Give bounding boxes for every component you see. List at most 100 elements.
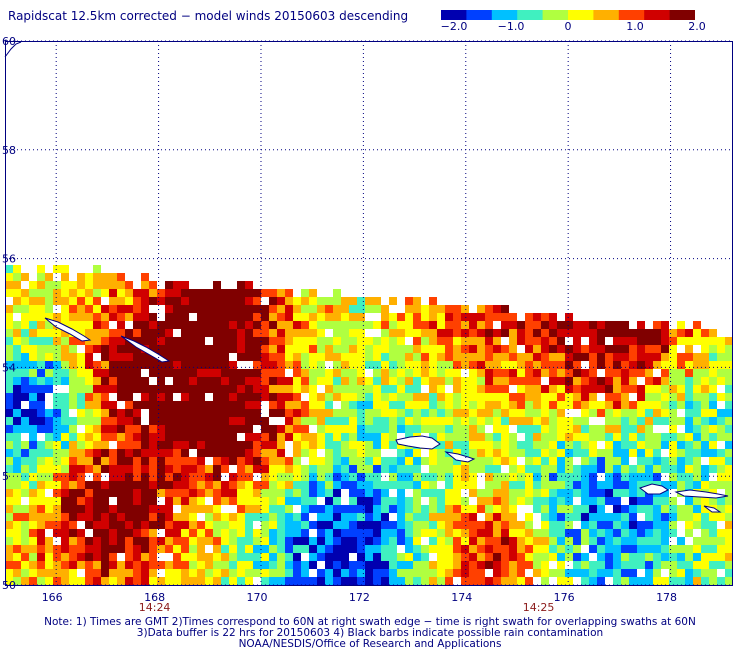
data-cell	[117, 561, 125, 569]
data-cell	[493, 473, 501, 481]
data-cell	[325, 321, 333, 329]
data-cell	[53, 577, 61, 585]
data-cell	[69, 497, 77, 505]
data-cell	[285, 457, 293, 465]
data-cell	[349, 577, 357, 585]
data-cell	[477, 561, 485, 569]
data-cell	[645, 473, 653, 481]
data-cell	[117, 425, 125, 433]
data-cell	[213, 481, 221, 489]
data-cell	[565, 321, 573, 329]
data-cell	[45, 441, 53, 449]
data-cell	[629, 377, 637, 385]
data-cell	[613, 481, 621, 489]
data-cell	[125, 569, 133, 577]
data-cell	[37, 417, 45, 425]
data-cell	[37, 537, 45, 545]
data-cell	[269, 433, 277, 441]
data-cell	[181, 553, 189, 561]
data-cell	[613, 425, 621, 433]
data-cell	[141, 489, 149, 497]
data-cell	[61, 265, 69, 273]
data-cell	[261, 521, 269, 529]
data-cell	[437, 369, 445, 377]
data-cell	[653, 561, 661, 569]
data-cell	[725, 345, 733, 353]
data-cell	[565, 497, 573, 505]
data-cell	[213, 345, 221, 353]
note-line-3: NOAA/NESDIS/Office of Research and Appli…	[238, 638, 502, 650]
data-cell	[253, 553, 261, 561]
data-cell	[565, 377, 573, 385]
data-cell	[493, 393, 501, 401]
island-attu	[395, 435, 441, 450]
data-cell	[373, 489, 381, 497]
data-cell	[485, 481, 493, 489]
data-cell	[717, 417, 725, 425]
data-cell	[269, 545, 277, 553]
data-cell	[149, 537, 157, 545]
data-cell	[53, 369, 61, 377]
data-cell	[621, 537, 629, 545]
data-cell	[341, 361, 349, 369]
data-cell	[341, 465, 349, 473]
data-cell	[525, 321, 533, 329]
data-cell	[157, 385, 165, 393]
data-cell	[261, 289, 269, 297]
data-cell	[205, 569, 213, 577]
data-cell	[373, 401, 381, 409]
data-cell	[165, 433, 173, 441]
data-cell	[541, 393, 549, 401]
data-cell	[541, 561, 549, 569]
data-cell	[613, 345, 621, 353]
data-cell	[109, 337, 117, 345]
data-cell	[349, 409, 357, 417]
data-cell	[165, 489, 173, 497]
data-cell	[621, 569, 629, 577]
data-cell	[429, 321, 437, 329]
data-cell	[677, 433, 685, 441]
data-cell	[93, 305, 101, 313]
data-cell	[469, 489, 477, 497]
data-cell	[381, 465, 389, 473]
data-cell	[37, 513, 45, 521]
data-cell	[101, 441, 109, 449]
data-cell	[589, 353, 597, 361]
data-cell	[237, 577, 245, 585]
data-cell	[469, 329, 477, 337]
data-cell	[93, 545, 101, 553]
data-cell	[637, 393, 645, 401]
data-cell	[517, 353, 525, 361]
data-cell	[717, 537, 725, 545]
data-cell	[493, 545, 501, 553]
data-cell	[333, 433, 341, 441]
data-cell	[45, 537, 53, 545]
data-cell	[29, 505, 37, 513]
data-cell	[61, 281, 69, 289]
data-cell	[77, 337, 85, 345]
data-cell	[349, 473, 357, 481]
data-cell	[69, 369, 77, 377]
data-cell	[493, 561, 501, 569]
data-cell	[117, 465, 125, 473]
data-cell	[173, 409, 181, 417]
data-cell	[693, 569, 701, 577]
data-cell	[93, 561, 101, 569]
data-cell	[37, 265, 45, 273]
data-cell	[93, 417, 101, 425]
data-cell	[581, 489, 589, 497]
data-cell	[309, 289, 317, 297]
data-cell	[61, 473, 69, 481]
data-cell	[349, 497, 357, 505]
data-cell	[517, 537, 525, 545]
data-cell	[205, 361, 213, 369]
data-cell	[141, 569, 149, 577]
data-cell	[173, 457, 181, 465]
data-cell	[45, 505, 53, 513]
data-cell	[469, 337, 477, 345]
data-cell	[509, 409, 517, 417]
data-cell	[261, 417, 269, 425]
data-cell	[109, 353, 117, 361]
data-cell	[693, 481, 701, 489]
data-cell	[189, 369, 197, 377]
